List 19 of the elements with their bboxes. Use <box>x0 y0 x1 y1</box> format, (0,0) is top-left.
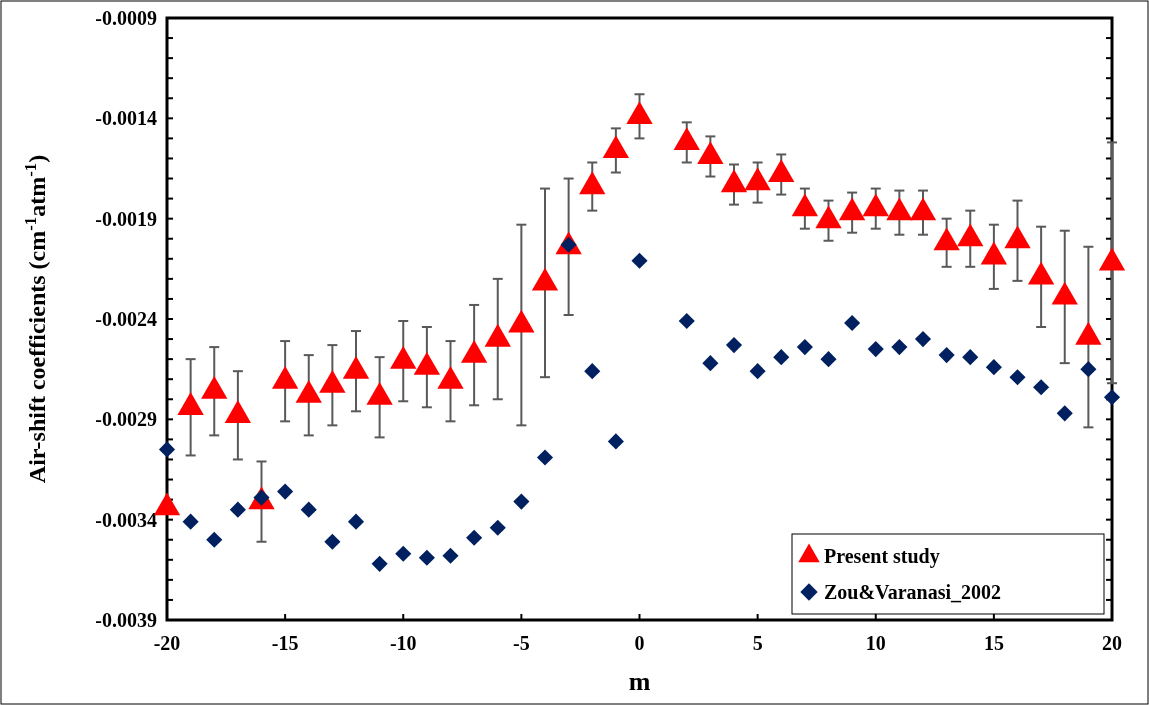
y-tick-label: -0.0029 <box>95 408 157 431</box>
y-tick-label: -0.0014 <box>95 107 157 130</box>
y-tick-label: -0.0024 <box>95 308 157 330</box>
x-tick-label: -15 <box>271 632 299 654</box>
x-tick-label: 0 <box>634 632 645 654</box>
y-tick-label: -0.0009 <box>95 7 157 29</box>
y-tick-label: -0.0019 <box>95 207 157 230</box>
x-tick-label: 20 <box>1102 632 1122 654</box>
x-tick-label: 15 <box>983 632 1004 654</box>
x-tick-label: -20 <box>153 632 181 654</box>
x-tick-label: 10 <box>865 632 886 654</box>
x-tick-label: -5 <box>513 632 530 654</box>
legend-label: Zou&Varanasi_2002 <box>824 581 1002 603</box>
legend-label: Present study <box>824 545 940 568</box>
x-tick-label: 5 <box>752 632 763 654</box>
y-tick-label: -0.0039 <box>95 609 157 631</box>
y-tick-label: -0.0034 <box>95 508 157 531</box>
x-axis-title: m <box>628 667 651 696</box>
x-tick-label: -10 <box>389 632 417 654</box>
